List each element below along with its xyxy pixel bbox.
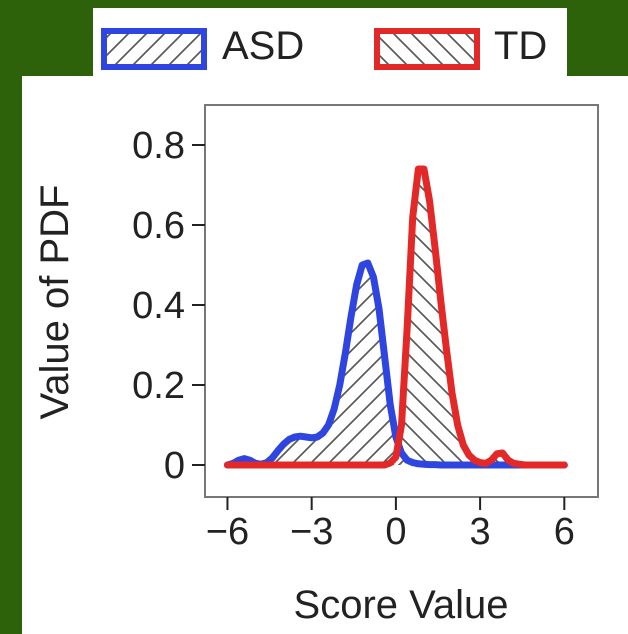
x-tick-label: 6 xyxy=(554,511,575,553)
legend-label-asd: ASD xyxy=(222,24,304,68)
legend-swatch-asd xyxy=(101,28,207,70)
legend-swatch-td xyxy=(374,28,480,70)
y-axis-title: Value of PDF xyxy=(33,185,77,420)
y-tick-label: 0.6 xyxy=(132,205,185,247)
y-tick-label: 0 xyxy=(164,445,185,487)
legend-label-td: TD xyxy=(494,24,547,68)
chart-background xyxy=(22,76,628,634)
y-tick-label: 0.2 xyxy=(132,365,185,407)
x-axis-title: Score Value xyxy=(294,583,509,627)
legend: ASD TD xyxy=(101,24,547,70)
x-tick-label: −3 xyxy=(290,511,333,553)
y-tick-label: 0.4 xyxy=(132,285,185,327)
x-tick-label: −6 xyxy=(206,511,249,553)
series-line-td xyxy=(223,165,568,469)
x-tick-label: 3 xyxy=(470,511,491,553)
x-tick-label: 0 xyxy=(385,511,406,553)
ticks: −6 −3 0 3 6 0 0.2 0.4 0.6 0.8 xyxy=(132,125,575,553)
y-tick-label: 0.8 xyxy=(132,125,185,167)
plot-frame xyxy=(204,104,599,498)
line-layer xyxy=(223,165,568,469)
